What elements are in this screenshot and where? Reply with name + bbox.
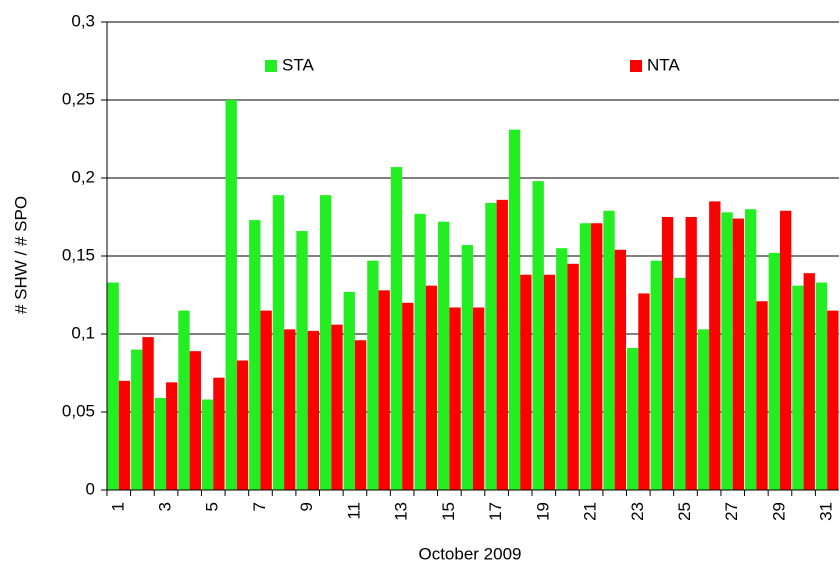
bar (461, 245, 473, 490)
bar (319, 195, 332, 490)
bar (354, 340, 367, 490)
y-tick-label: 0 (86, 479, 95, 498)
legend-swatch (265, 60, 277, 72)
bar (779, 210, 792, 490)
bar (485, 202, 497, 490)
bar (107, 282, 119, 490)
bar (425, 285, 438, 490)
y-tick-label: 0,25 (62, 89, 95, 108)
y-tick-label: 0,2 (71, 167, 95, 186)
bar (284, 329, 296, 490)
bar (603, 210, 615, 490)
bar (732, 218, 745, 490)
bar (402, 302, 414, 490)
bar (166, 382, 178, 490)
bar (579, 223, 592, 491)
bar (118, 380, 131, 490)
legend-label: STA (282, 55, 314, 74)
y-tick-label: 0,1 (71, 323, 95, 342)
x-tick-label: 29 (769, 502, 788, 521)
bar (378, 290, 390, 490)
x-tick-label: 13 (392, 502, 411, 521)
x-tick-label: 19 (533, 502, 552, 521)
bar (803, 273, 815, 490)
bar (556, 248, 568, 490)
bar (131, 349, 143, 490)
x-tick-label: 27 (722, 502, 741, 521)
x-tick-label: 3 (156, 502, 175, 511)
x-tick-label: 23 (628, 502, 647, 521)
bar (674, 277, 686, 490)
bar (650, 260, 662, 490)
bar (614, 249, 627, 490)
x-tick-label: 7 (250, 502, 269, 511)
x-axis-title: October 2009 (418, 544, 521, 563)
bar (756, 301, 768, 490)
bar (745, 209, 757, 490)
bar (367, 260, 379, 490)
bar (236, 360, 249, 490)
bar (414, 213, 426, 490)
bar (496, 199, 508, 490)
bar (178, 310, 190, 490)
bar (827, 310, 839, 490)
x-tick-label: 11 (344, 502, 363, 520)
bar (249, 220, 261, 490)
y-tick-label: 0,3 (71, 11, 95, 30)
bar (543, 274, 556, 490)
x-tick-label: 9 (297, 502, 316, 511)
bar (721, 212, 733, 490)
bar (815, 282, 828, 490)
bar (331, 324, 343, 490)
bar (792, 285, 804, 490)
bar (213, 377, 225, 490)
bar (307, 330, 320, 490)
bar (685, 217, 697, 490)
bar (390, 167, 403, 490)
x-tick-label: 17 (486, 502, 505, 521)
x-tick-label: 5 (203, 502, 222, 511)
bar (520, 274, 532, 490)
bar (638, 293, 650, 490)
y-axis-title: # SHW / # SPO (11, 196, 30, 314)
y-tick-label: 0,05 (62, 401, 95, 420)
bar (591, 223, 603, 491)
bar (626, 348, 639, 490)
y-tick-label: 0,15 (62, 245, 95, 264)
bar (296, 231, 308, 491)
bar (343, 291, 355, 490)
x-tick-label: 15 (439, 502, 458, 521)
bar (225, 100, 237, 490)
x-tick-label: 1 (108, 502, 127, 511)
legend-swatch (630, 60, 642, 72)
bar (438, 221, 450, 490)
bar (473, 307, 485, 490)
bar (697, 329, 710, 490)
bar (201, 399, 214, 490)
bar (449, 307, 461, 490)
bar (154, 397, 167, 490)
x-tick-label: 31 (817, 502, 836, 521)
bar (508, 129, 521, 490)
x-tick-label: 21 (581, 502, 600, 521)
x-tick-label: 25 (675, 502, 694, 521)
bar (260, 310, 272, 490)
bar (532, 181, 544, 490)
bar (272, 195, 285, 490)
bar (768, 252, 780, 490)
bar (709, 201, 721, 490)
bar (189, 351, 201, 490)
legend-label: NTA (647, 55, 680, 74)
bar (567, 263, 579, 490)
bar (661, 217, 674, 490)
bar (142, 337, 154, 490)
